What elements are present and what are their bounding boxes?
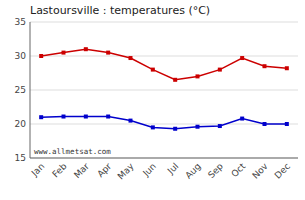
title: Lastoursville : temperatures (°C) — [30, 4, 210, 17]
x-tick-label: Sep — [206, 161, 225, 180]
x-tick-label: Mar — [72, 161, 91, 180]
grid-line — [30, 56, 298, 57]
y-tick-label: 30 — [15, 51, 27, 61]
y-tick-label: 20 — [15, 119, 27, 129]
point — [39, 115, 43, 119]
point — [263, 64, 267, 68]
grid-line — [30, 90, 298, 91]
point — [106, 115, 110, 119]
x-tick-label: Jul — [165, 161, 180, 176]
point — [62, 51, 66, 55]
point — [196, 125, 200, 129]
point — [196, 74, 200, 78]
series-line — [41, 49, 287, 80]
y-tick-label: 15 — [15, 153, 26, 163]
chart: Lastoursville : temperatures (°C) 15 20 25 3… — [0, 0, 305, 200]
x-tick-label: Feb — [50, 161, 69, 180]
x-tick-label: Aug — [183, 161, 203, 181]
grid-line — [30, 22, 298, 23]
point — [173, 78, 177, 82]
point — [218, 68, 222, 72]
grid-line — [30, 124, 298, 125]
point — [151, 125, 155, 129]
chart-container: Lastoursville : temperatures (°C) 15 20 25 3… — [0, 0, 305, 200]
point — [218, 124, 222, 128]
point — [151, 68, 155, 72]
annotation: www.allmetsat.com — [34, 147, 111, 156]
grid — [30, 22, 298, 158]
point — [129, 119, 133, 123]
point — [240, 117, 244, 121]
y-axis-line — [30, 22, 31, 158]
series-line — [41, 117, 287, 129]
point — [285, 66, 289, 70]
point — [84, 47, 88, 51]
point — [173, 127, 177, 131]
y-tick-label: 25 — [15, 85, 26, 95]
x-tick-label: Nov — [250, 161, 270, 181]
x-tick-label: Jun — [140, 161, 158, 179]
plot-area — [39, 47, 289, 131]
x-tick-label: Jan — [29, 161, 47, 179]
x-tick-label: May — [116, 161, 137, 182]
grid-line — [30, 158, 298, 159]
point — [240, 56, 244, 60]
point — [84, 115, 88, 119]
point — [285, 122, 289, 126]
x-axis-line — [30, 158, 298, 159]
point — [39, 54, 43, 58]
point — [129, 56, 133, 60]
x-tick-label: Apr — [95, 161, 113, 179]
x-tick-label: Oct — [229, 161, 247, 179]
x-tick-label: Dec — [273, 161, 292, 180]
point — [263, 122, 267, 126]
y-tick-label: 35 — [15, 17, 26, 27]
point — [106, 51, 110, 55]
point — [62, 115, 66, 119]
